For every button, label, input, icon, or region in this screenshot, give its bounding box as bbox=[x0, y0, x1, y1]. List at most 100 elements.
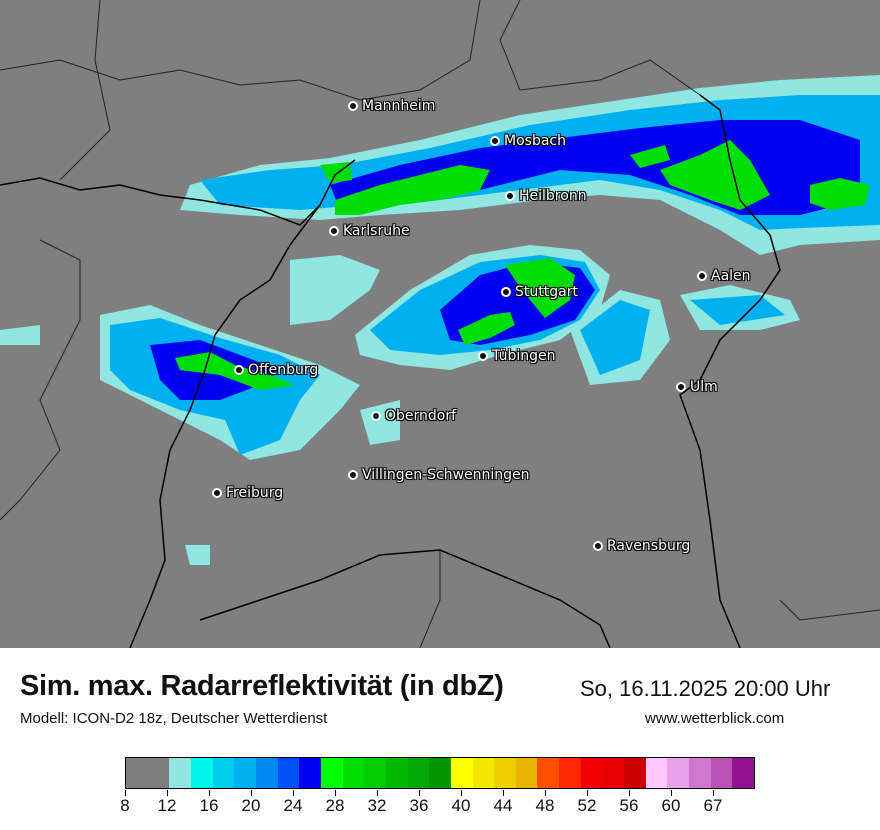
city-label: Freiburg bbox=[226, 485, 284, 501]
city-marker-ulm[interactable]: Ulm bbox=[676, 379, 718, 395]
city-label: Tübingen bbox=[492, 348, 556, 364]
legend-swatch bbox=[342, 758, 365, 788]
city-marker-aalen[interactable]: Aalen bbox=[697, 268, 751, 284]
legend-tick-label: 44 bbox=[493, 796, 513, 815]
city-marker-tuebingen[interactable]: Tübingen bbox=[478, 348, 556, 364]
legend-tick bbox=[167, 790, 168, 796]
legend-swatch bbox=[732, 758, 755, 788]
legend-swatch bbox=[147, 758, 170, 788]
city-label: Offenburg bbox=[248, 362, 319, 378]
city-dot-icon bbox=[676, 382, 686, 392]
legend-swatch bbox=[234, 758, 256, 788]
legend-tick-label: 12 bbox=[157, 796, 177, 815]
legend-swatch bbox=[602, 758, 625, 788]
legend-tick bbox=[713, 790, 714, 796]
city-dot-icon bbox=[478, 351, 488, 361]
city-dot-icon bbox=[234, 365, 244, 375]
legend-tick-label: 52 bbox=[577, 796, 597, 815]
legend-tick bbox=[335, 790, 336, 796]
legend-tick-label: 60 bbox=[661, 796, 681, 815]
city-marker-oberndorf[interactable]: Oberndorf bbox=[371, 408, 456, 424]
legend-swatch bbox=[450, 758, 473, 788]
legend-tick-label: 36 bbox=[409, 796, 429, 815]
legend-swatch bbox=[407, 758, 430, 788]
city-dot-icon bbox=[348, 470, 358, 480]
legend-swatch bbox=[277, 758, 300, 788]
city-marker-freiburg[interactable]: Freiburg bbox=[212, 485, 283, 501]
city-marker-karlsruhe[interactable]: Karlsruhe bbox=[329, 223, 410, 239]
legend-tick-label: 67 bbox=[703, 796, 723, 815]
city-dot-icon bbox=[371, 411, 381, 421]
city-dot-icon bbox=[505, 191, 515, 201]
legend-swatch bbox=[472, 758, 495, 788]
legend-tick-label: 48 bbox=[535, 796, 555, 815]
legend-swatch bbox=[385, 758, 408, 788]
legend-tick bbox=[629, 790, 630, 796]
city-label: Karlsruhe bbox=[343, 223, 410, 239]
legend-swatch bbox=[624, 758, 646, 788]
legend-swatch bbox=[580, 758, 603, 788]
legend-tick bbox=[209, 790, 210, 796]
legend-tick bbox=[377, 790, 378, 796]
city-label: Ravensburg bbox=[607, 538, 691, 554]
legend-tick-label: 8 bbox=[120, 796, 130, 815]
legend-tick bbox=[545, 790, 546, 796]
color-legend bbox=[125, 757, 755, 789]
legend-swatch bbox=[559, 758, 581, 788]
legend-swatch bbox=[255, 758, 278, 788]
city-dot-icon bbox=[697, 271, 707, 281]
legend-ticks: 8 12 16 20 24 28 32 36 40 44 48 52 56 60 67 bbox=[120, 790, 755, 820]
legend-swatch bbox=[212, 758, 235, 788]
legend-tick-label: 56 bbox=[619, 796, 639, 815]
legend-tick-label: 28 bbox=[325, 796, 345, 815]
city-dot-icon bbox=[490, 136, 500, 146]
legend-swatch bbox=[689, 758, 711, 788]
city-label: Aalen bbox=[711, 268, 751, 284]
city-label: Mannheim bbox=[362, 98, 436, 114]
city-marker-stuttgart[interactable]: Stuttgart bbox=[501, 284, 578, 300]
legend-swatch bbox=[494, 758, 516, 788]
legend-tick-label: 20 bbox=[241, 796, 261, 815]
legend-swatch bbox=[710, 758, 733, 788]
city-marker-heilbronn[interactable]: Heilbronn bbox=[505, 188, 587, 204]
city-marker-mosbach[interactable]: Mosbach bbox=[490, 133, 566, 149]
legend-tick-label: 40 bbox=[451, 796, 471, 815]
city-label: Stuttgart bbox=[515, 284, 578, 300]
radar-overlay bbox=[0, 0, 880, 648]
legend-swatch bbox=[429, 758, 451, 788]
legend-swatch bbox=[299, 758, 321, 788]
city-label: Ulm bbox=[690, 379, 718, 395]
legend-swatch bbox=[169, 758, 191, 788]
city-dot-icon bbox=[329, 226, 339, 236]
city-dot-icon bbox=[212, 488, 222, 498]
legend-tick bbox=[461, 790, 462, 796]
city-label: Oberndorf bbox=[385, 408, 457, 424]
legend-tick bbox=[419, 790, 420, 796]
precipitation-intense bbox=[175, 140, 870, 390]
city-marker-offenburg[interactable]: Offenburg bbox=[234, 362, 318, 378]
forecast-datetime: So, 16.11.2025 20:00 Uhr bbox=[580, 676, 831, 701]
legend-tick bbox=[587, 790, 588, 796]
legend-tick-label: 32 bbox=[367, 796, 387, 815]
city-marker-villingen-schwenningen[interactable]: Villingen-Schwenningen bbox=[348, 467, 530, 483]
legend-tick bbox=[293, 790, 294, 796]
legend-swatch bbox=[126, 758, 148, 788]
radar-map[interactable]: Mannheim Mosbach Heilbronn Karlsruhe Aal… bbox=[0, 0, 880, 648]
city-dot-icon bbox=[501, 287, 511, 297]
legend-tick-label: 16 bbox=[199, 796, 219, 815]
city-marker-mannheim[interactable]: Mannheim bbox=[348, 98, 435, 114]
city-label: Villingen-Schwenningen bbox=[362, 467, 530, 483]
legend-tick bbox=[125, 790, 126, 796]
city-marker-ravensburg[interactable]: Ravensburg bbox=[593, 538, 690, 554]
legend-swatch bbox=[190, 758, 213, 788]
legend-swatch bbox=[364, 758, 386, 788]
legend-swatch bbox=[537, 758, 560, 788]
city-label: Mosbach bbox=[504, 133, 566, 149]
city-dot-icon bbox=[348, 101, 358, 111]
legend-swatch bbox=[515, 758, 538, 788]
legend-tick bbox=[671, 790, 672, 796]
legend-swatch bbox=[320, 758, 343, 788]
legend-tick bbox=[503, 790, 504, 796]
website-link[interactable]: www.wetterblick.com bbox=[645, 710, 785, 727]
city-dot-icon bbox=[593, 541, 603, 551]
